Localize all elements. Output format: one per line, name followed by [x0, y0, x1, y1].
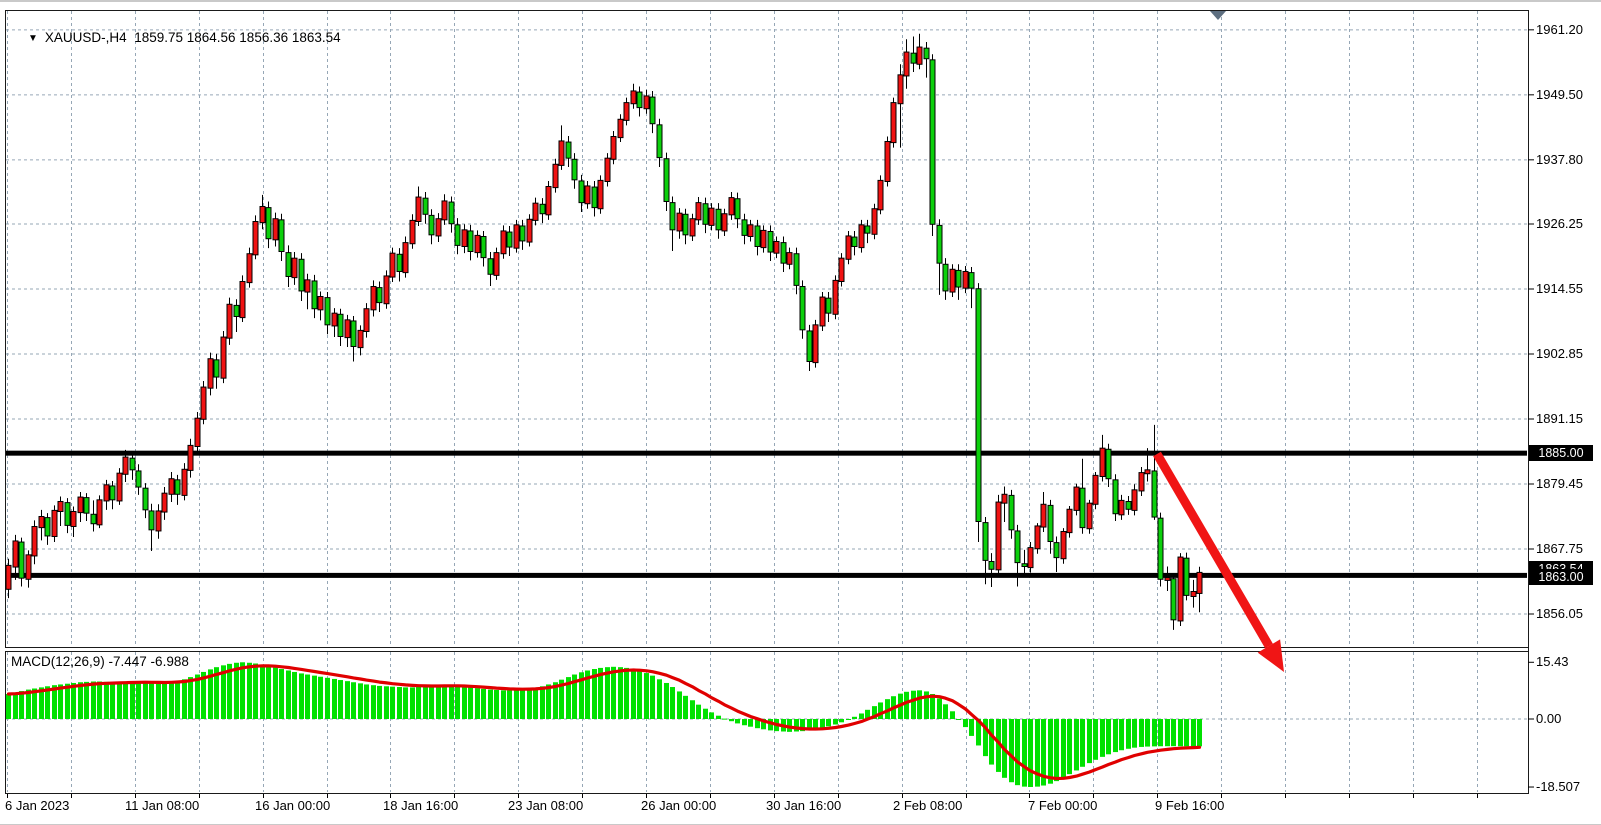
time-tick: 26 Jan 00:00: [641, 798, 717, 813]
macd-tick: 15.43: [1536, 654, 1569, 669]
price-tick: 1949.50: [1536, 87, 1583, 102]
price-tick: 1856.05: [1536, 606, 1583, 621]
macd-tick: 0.00: [1536, 711, 1562, 726]
macd-indicator-label: MACD(12,26,9) -7.447 -6.988: [11, 654, 189, 669]
price-tick: 1926.25: [1536, 216, 1583, 231]
candlestick-chart-panel[interactable]: [5, 10, 1529, 648]
hline-price-tag-1885: 1885.00: [1529, 445, 1593, 461]
time-tick: 30 Jan 16:00: [766, 798, 842, 813]
time-tick: 18 Jan 16:00: [383, 798, 459, 813]
price-tick: 1961.20: [1536, 22, 1583, 37]
price-tick: 1914.55: [1536, 281, 1583, 296]
price-tick: 1902.85: [1536, 346, 1583, 361]
time-tick: 16 Jan 00:00: [255, 798, 331, 813]
ohlc-values: 1859.75 1864.56 1856.36 1863.54: [134, 30, 341, 45]
symbol-dropdown-icon[interactable]: ▼: [28, 33, 38, 44]
time-tick: 23 Jan 08:00: [508, 798, 584, 813]
macd-indicator-panel[interactable]: [5, 651, 1529, 794]
time-tick: 11 Jan 08:00: [125, 798, 200, 813]
time-tick: 6 Jan 2023: [5, 798, 70, 813]
price-tick: 1891.15: [1536, 411, 1583, 426]
symbol-timeframe-label: XAUUSD-,H4: [44, 30, 127, 45]
time-tick: 7 Feb 00:00: [1028, 798, 1098, 813]
price-tick: 1879.45: [1536, 476, 1583, 491]
price-tick: 1867.75: [1536, 541, 1583, 556]
price-axis-border: [1528, 10, 1529, 794]
time-tick: 9 Feb 16:00: [1155, 798, 1225, 813]
hline-price-tag-1863: 1863.00: [1529, 569, 1593, 585]
period-separator-marker-icon: [1210, 11, 1226, 20]
macd-tick: -18.507: [1536, 779, 1581, 794]
price-tick: 1937.80: [1536, 152, 1583, 167]
time-tick: 2 Feb 08:00: [893, 798, 963, 813]
chart-header: ▼ XAUUSD-,H4 1859.75 1864.56 1856.36 1863…: [13, 15, 341, 60]
